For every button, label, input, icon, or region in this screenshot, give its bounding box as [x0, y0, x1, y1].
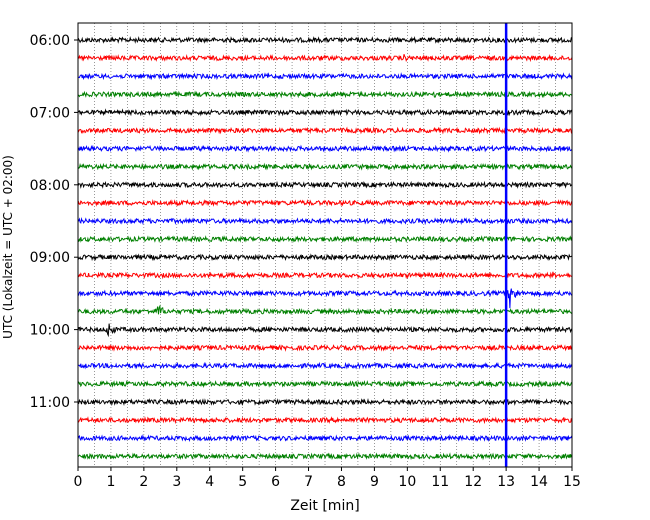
trace-0930 [77, 288, 573, 309]
x-tick-label: 4 [205, 474, 214, 490]
x-tick-label: 15 [563, 474, 581, 490]
plot-frame [77, 22, 573, 468]
y-tick-label: 06:00 [30, 33, 70, 49]
y-axis-label: UTC (Lokalzeit = UTC + 02:00) [1, 155, 15, 339]
x-tick-label: 1 [106, 474, 115, 490]
x-axis-label: Zeit [min] [290, 498, 359, 514]
trace-0700 [77, 108, 573, 117]
x-tick-label: 2 [139, 474, 148, 490]
x-tick-label: 14 [530, 474, 548, 490]
y-tick-label: 08:00 [30, 178, 70, 194]
x-tick-label: 10 [398, 474, 416, 490]
y-tick-label: 11:00 [30, 395, 70, 411]
x-tick-label: 0 [74, 474, 83, 490]
trace-0745 [77, 162, 573, 171]
trace-0915 [77, 271, 573, 280]
trace-0630 [77, 72, 573, 81]
y-tick-label: 10:00 [30, 323, 70, 339]
trace-1130 [77, 434, 573, 443]
trace-1030 [77, 361, 573, 370]
y-axis-ticks: 06:00 07:00 08:00 09:00 10:00 11:00 [30, 33, 78, 411]
trace-0645 [77, 90, 573, 99]
y-tick-label: 09:00 [30, 250, 70, 266]
x-tick-label: 13 [497, 474, 515, 490]
x-tick-label: 11 [431, 474, 449, 490]
trace-0730 [77, 144, 573, 153]
trace-1115 [77, 416, 573, 425]
trace-1015 [77, 343, 573, 352]
trace-0715 [77, 126, 573, 135]
trace-0815 [77, 199, 573, 208]
x-tick-label: 12 [464, 474, 482, 490]
x-tick-label: 3 [172, 474, 181, 490]
grid-lines [94, 23, 556, 467]
x-tick-label: 5 [238, 474, 247, 490]
trace-0600 [77, 35, 572, 44]
trace-0900 [77, 253, 573, 262]
x-tick-label: 7 [304, 474, 313, 490]
x-tick-label: 9 [370, 474, 379, 490]
x-tick-label: 8 [337, 474, 346, 490]
trace-1100 [77, 397, 573, 407]
trace-0615 [77, 54, 573, 63]
trace-0845 [77, 235, 573, 244]
trace-1145 [77, 452, 573, 461]
trace-1045 [77, 379, 573, 388]
trace-0945 [78, 304, 573, 316]
x-axis-ticks: 0 1 2 3 4 5 6 7 8 9 10 11 12 13 14 15 [74, 467, 581, 490]
x-tick-label: 6 [271, 474, 280, 490]
trace-1000 [77, 323, 573, 338]
trace-0800 [77, 180, 573, 189]
y-tick-label: 07:00 [30, 105, 70, 121]
seismic-traces [77, 35, 573, 461]
trace-0830 [77, 216, 573, 226]
